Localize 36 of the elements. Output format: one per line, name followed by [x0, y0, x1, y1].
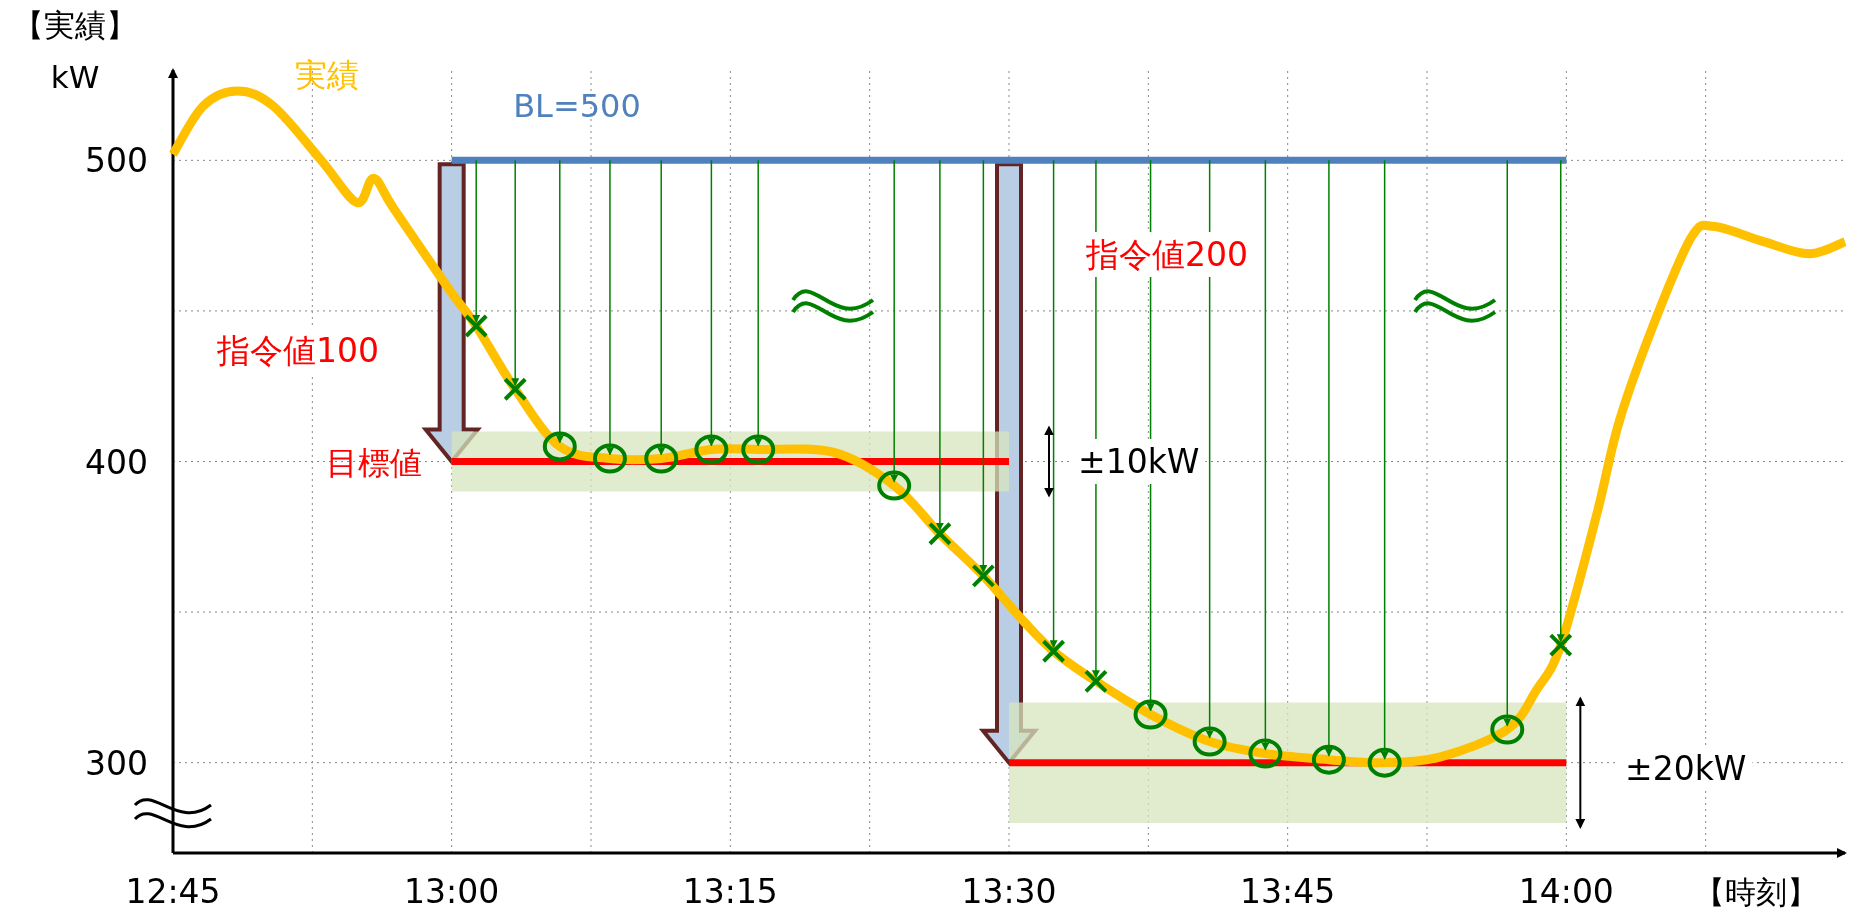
x-tick-label: 13:30	[961, 872, 1057, 911]
annotation: 指令値200	[1085, 235, 1248, 274]
series-label: 実績	[295, 56, 359, 94]
point	[1041, 639, 1066, 664]
point	[1548, 633, 1573, 658]
series-label: BL=500	[513, 87, 641, 125]
annotation: ±20kW	[1625, 749, 1747, 788]
point	[464, 313, 489, 338]
point	[927, 521, 952, 546]
point	[592, 443, 627, 474]
x-axis-title: 【時刻】	[1694, 874, 1818, 910]
x-tick-label: 13:15	[682, 872, 778, 911]
point	[1192, 726, 1227, 757]
y-axis-title: 【実績】 kW	[13, 7, 137, 95]
x-tick-label: 12:45	[125, 872, 221, 911]
point	[1311, 744, 1346, 775]
x-tick-label: 13:00	[404, 872, 500, 911]
annotation: 指令値100	[216, 331, 379, 370]
point	[1367, 747, 1402, 778]
y-tick-label: 400	[85, 442, 148, 482]
point	[1490, 714, 1525, 745]
annotation: ±10kW	[1078, 442, 1200, 481]
point	[644, 443, 679, 474]
point	[1133, 699, 1168, 730]
x-tick-label: 13:45	[1240, 872, 1336, 911]
point	[694, 434, 729, 465]
y-tick-label: 300	[85, 743, 148, 783]
x-tick-label: 14:00	[1518, 872, 1614, 911]
y-tick-label: 500	[85, 141, 148, 181]
point	[877, 470, 912, 501]
point	[1248, 738, 1283, 769]
point	[971, 563, 996, 588]
point	[1083, 669, 1108, 694]
point	[741, 434, 776, 465]
point	[542, 431, 577, 462]
series-label: 目標値	[325, 443, 422, 482]
